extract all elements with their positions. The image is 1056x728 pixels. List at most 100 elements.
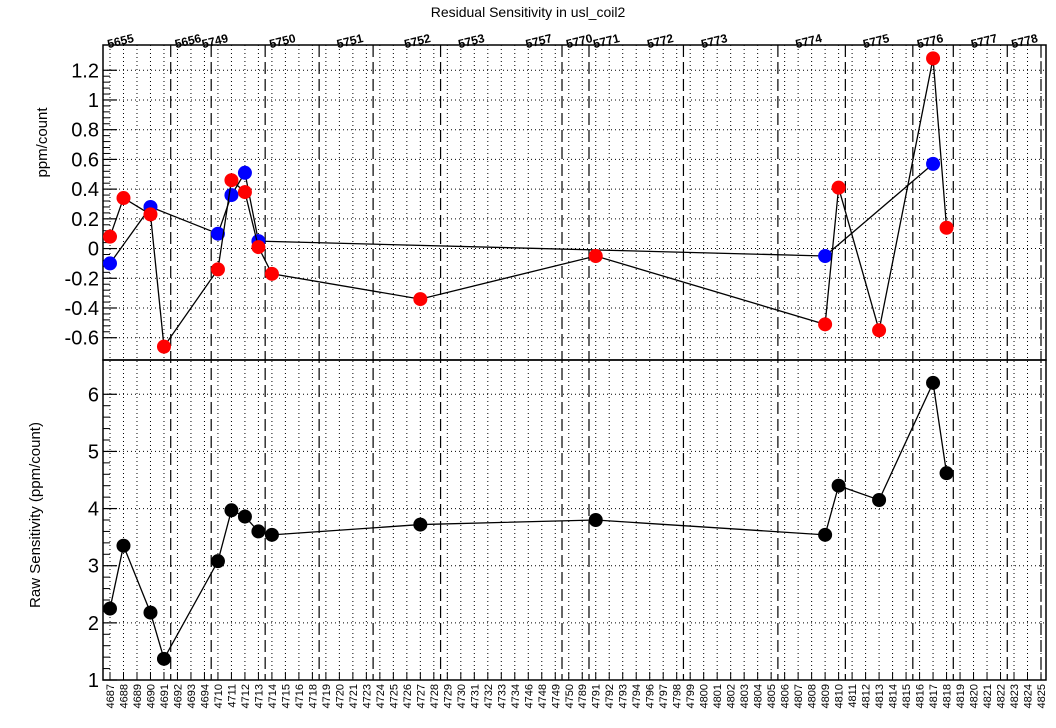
x-tick-label: 4803 <box>739 684 751 708</box>
y-tick-label: 1 <box>88 90 99 112</box>
x-tick-label: 4727 <box>415 684 427 708</box>
x-tick-label: 4719 <box>321 684 333 708</box>
x-tick-label: 4713 <box>253 684 265 708</box>
y-tick-label: 0.6 <box>71 149 99 171</box>
x-tick-label: 4687 <box>105 684 117 708</box>
x-tick-label: 4724 <box>375 684 387 708</box>
x-tick-label: 4691 <box>159 684 171 708</box>
y-tick-label: 4 <box>88 499 99 521</box>
data-point <box>116 538 131 553</box>
x-tick-label: 4808 <box>807 684 819 708</box>
run-number-label: 5776 <box>915 31 945 51</box>
x-tick-label: 4714 <box>267 684 279 708</box>
x-tick-label: 4811 <box>847 684 859 708</box>
x-tick-label: 4734 <box>510 684 522 708</box>
data-point <box>143 207 158 222</box>
x-tick-label: 4822 <box>996 684 1008 708</box>
data-point <box>251 524 266 539</box>
data-point <box>872 323 887 338</box>
y-tick-label: -0.6 <box>65 328 99 350</box>
x-tick-label: 4800 <box>699 684 711 708</box>
x-tick-label: 4715 <box>280 684 292 708</box>
y-tick-label: -0.2 <box>65 268 99 290</box>
y-tick-label: 0 <box>88 239 99 261</box>
x-tick-label: 4693 <box>186 684 198 708</box>
y-tick-label: 1.2 <box>71 60 99 82</box>
y-tick-label: 2 <box>88 613 99 635</box>
data-point <box>156 339 171 354</box>
x-tick-label: 4728 <box>429 684 441 708</box>
y-tick-label: 6 <box>88 384 99 406</box>
x-tick-label: 4711 <box>226 684 238 708</box>
x-tick-label: 4824 <box>1023 684 1035 708</box>
x-tick-label: 4733 <box>496 684 508 708</box>
x-tick-label: 4789 <box>577 684 589 708</box>
data-point <box>237 509 252 524</box>
bottom-y-axis-label: Raw Sensitivity (ppm/count) <box>27 422 44 608</box>
series-line <box>109 163 934 264</box>
run-number-label: 5753 <box>457 31 487 51</box>
run-number-label: 5775 <box>861 31 891 51</box>
y-tick-label: 5 <box>88 441 99 463</box>
data-point <box>588 248 603 263</box>
bottom-y-axis: 1 2 3 4 5 6 <box>88 384 117 692</box>
y-tick-label: 3 <box>88 556 99 578</box>
x-tick-label: 4815 <box>901 684 913 708</box>
x-tick-label: 4813 <box>874 684 886 708</box>
data-point <box>210 226 225 241</box>
data-point <box>210 554 225 569</box>
data-point <box>926 51 941 66</box>
x-tick-label: 4814 <box>888 684 900 708</box>
run-number-label: 5749 <box>200 31 230 51</box>
data-point <box>818 248 833 263</box>
data-point <box>210 262 225 277</box>
x-tick-label: 4797 <box>658 684 670 708</box>
y-tick-label: 0.2 <box>71 209 99 231</box>
x-tick-label: 4799 <box>685 684 697 708</box>
x-tick-label: 4819 <box>955 684 967 708</box>
x-tick-label: 4748 <box>537 684 549 708</box>
x-tick-label: 4726 <box>402 684 414 708</box>
x-tick-label: 4793 <box>618 684 630 708</box>
x-tick-label: 4809 <box>820 684 832 708</box>
data-point <box>264 266 279 281</box>
run-number-label: 5774 <box>794 31 824 51</box>
series-line <box>109 58 948 349</box>
x-tick-label: 4805 <box>766 684 778 708</box>
data-point <box>818 527 833 542</box>
bottom-series-raw <box>103 375 954 666</box>
x-tick-label: 4721 <box>348 684 360 708</box>
x-tick-label: 4806 <box>780 684 792 708</box>
x-tick-label: 4750 <box>564 684 576 708</box>
data-point <box>143 605 158 620</box>
run-number-label: 5655 <box>106 31 136 51</box>
data-point <box>872 493 887 507</box>
data-point <box>926 156 941 171</box>
data-point <box>224 188 239 203</box>
x-tick-label: 4720 <box>334 684 346 708</box>
y-tick-label: 1 <box>88 670 99 692</box>
x-tick-label: 4794 <box>631 684 643 708</box>
x-tick-label: 4688 <box>118 684 130 708</box>
x-tick-label: 4810 <box>834 684 846 708</box>
top-series-blue <box>103 156 941 271</box>
x-tick-label: 4718 <box>307 684 319 708</box>
x-tick-label: 4694 <box>199 684 211 708</box>
run-number-label: 5772 <box>646 31 676 51</box>
y-tick-label: -0.4 <box>65 298 99 320</box>
x-tick-label: 4804 <box>753 684 765 708</box>
run-number-label: 5752 <box>403 31 433 51</box>
x-axis: 4687 4688 4689 4690 4691 4692 4693 4694 4710 4711… <box>105 672 1048 708</box>
data-point <box>156 651 171 666</box>
x-tick-label: 4792 <box>604 684 616 708</box>
data-point <box>588 513 603 527</box>
x-tick-label: 4807 <box>793 684 805 708</box>
x-tick-label: 4689 <box>132 684 144 708</box>
x-tick-label: 4801 <box>712 684 724 708</box>
x-tick-label: 4825 <box>1036 684 1048 708</box>
run-number-label: 5750 <box>268 31 298 51</box>
top-series-red <box>103 51 954 354</box>
